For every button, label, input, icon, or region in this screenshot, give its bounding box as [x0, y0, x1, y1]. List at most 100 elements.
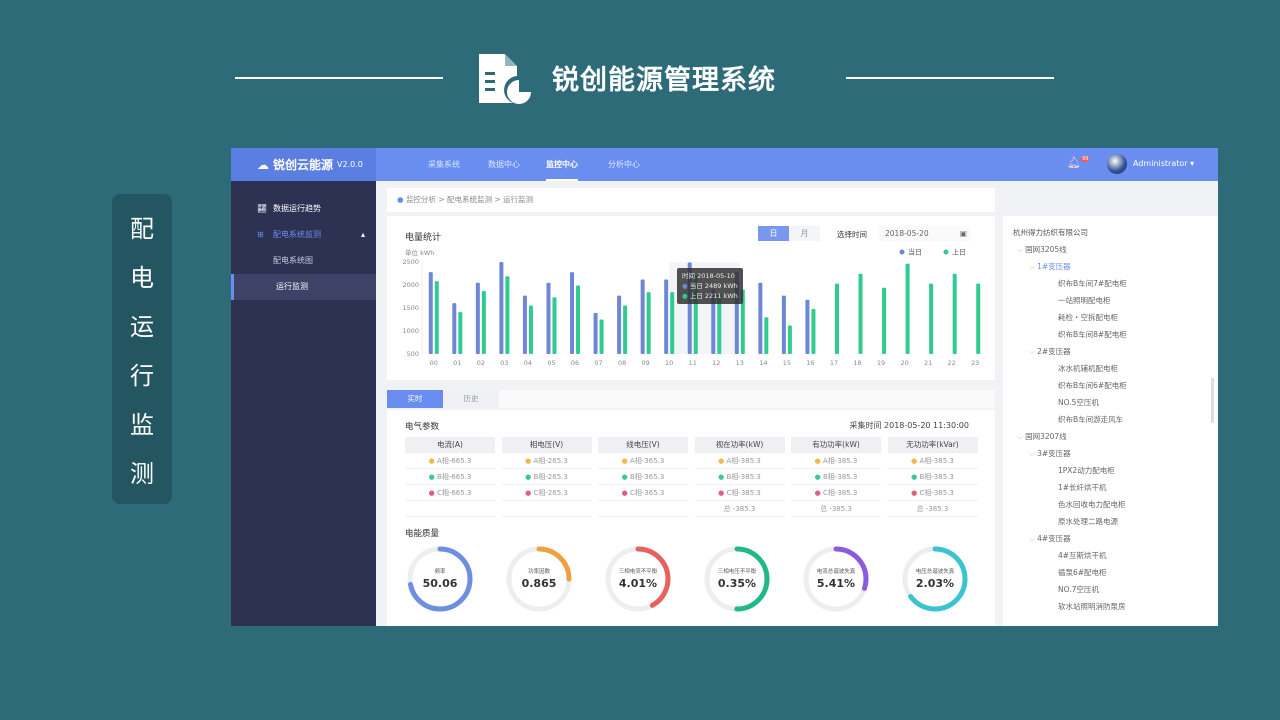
bar-today[interactable] — [570, 272, 575, 354]
tree-node[interactable]: 织布B车间游走风车 — [1058, 415, 1124, 424]
bar-yesterday[interactable] — [905, 263, 910, 354]
bar-today[interactable] — [522, 295, 527, 354]
bar-yesterday[interactable] — [834, 283, 839, 354]
bar-yesterday[interactable] — [740, 289, 745, 354]
energy-card: 电量统计 日 月 选择时间 2018-05-20 ▣ 单位 kWh 2500 2000… — [387, 216, 995, 380]
avatar[interactable] — [1107, 154, 1127, 174]
tree-node[interactable]: 一站照明配电柜 — [1058, 296, 1111, 305]
tab-day[interactable]: 日 — [758, 226, 789, 241]
tree-node[interactable]: 循泵6#配电柜 — [1058, 568, 1107, 577]
tree-node[interactable]: NO.7空压机 — [1058, 585, 1099, 594]
side-label-char: 配 — [130, 215, 154, 243]
bar-today[interactable] — [640, 279, 645, 354]
tree-node[interactable]: ⌵ 3#变压器 — [1029, 449, 1071, 458]
bar-yesterday[interactable] — [646, 292, 651, 354]
bar-yesterday[interactable] — [787, 325, 792, 354]
legend-label[interactable]: 上日 — [952, 248, 966, 257]
nav-monitor[interactable]: 监控中心 — [546, 148, 578, 181]
bar-today[interactable] — [711, 289, 716, 354]
nav-collect[interactable]: 采集系统 — [428, 160, 460, 169]
tree-node[interactable]: 1#长纤烘干机 — [1058, 483, 1107, 492]
bar-yesterday[interactable] — [458, 312, 463, 354]
param-cell: ● B相-385.3 — [694, 469, 785, 485]
tree-node[interactable]: 色水回收电力配电柜 — [1058, 500, 1126, 509]
param-cell: ● A相-385.3 — [887, 453, 978, 469]
logo[interactable]: ☁ 锐创云能源 V2.0.0 — [231, 148, 376, 181]
bar-yesterday[interactable] — [858, 273, 863, 354]
sidebar-item-running[interactable]: 运行监测 — [231, 274, 376, 300]
bar-today[interactable] — [617, 295, 622, 354]
tree-node[interactable]: 织布B车间6#配电柜 — [1058, 381, 1127, 390]
side-label-char: 行 — [130, 362, 154, 390]
bar-yesterday[interactable] — [717, 294, 722, 354]
sidebar-item-diagram[interactable]: 配电系统图 — [273, 256, 313, 265]
tree-scrollbar[interactable] — [1211, 378, 1214, 423]
x-tick-label: 15 — [783, 359, 791, 367]
sidebar-item-monitor[interactable]: ⊞ 配电系统监测 ▴ — [231, 222, 376, 248]
bar-yesterday[interactable] — [929, 283, 934, 354]
bar-yesterday[interactable] — [505, 276, 510, 354]
bar-today[interactable] — [499, 262, 504, 354]
tree-node[interactable]: NO.5空压机 — [1058, 398, 1099, 407]
x-tick-label: 18 — [853, 359, 861, 367]
bar-yesterday[interactable] — [764, 317, 769, 354]
tab-month[interactable]: 月 — [789, 226, 820, 241]
bar-yesterday[interactable] — [481, 290, 486, 354]
x-tick-label: 06 — [571, 359, 579, 367]
gauge-label: 三相电流不平衡 — [618, 569, 658, 575]
tree-root[interactable]: 杭州得力纺织有限公司 — [1013, 228, 1088, 237]
nav-analysis[interactable]: 分析中心 — [608, 160, 640, 169]
bar-today[interactable] — [805, 299, 810, 354]
param-table: 电流(A) ● A相-665.3 ● B相-665.3 ● C相-665.3 — [405, 437, 495, 517]
bar-yesterday[interactable] — [976, 283, 981, 354]
bar-today[interactable] — [593, 312, 598, 354]
bar-today[interactable] — [428, 272, 433, 354]
tree-node[interactable]: ⌵ 4#变压器 — [1029, 534, 1071, 543]
param-cell: ● B相-365.3 — [598, 469, 688, 485]
bar-today[interactable] — [475, 282, 480, 354]
sidebar-item-trend[interactable]: 📈︎ 数据运行趋势 — [231, 196, 376, 222]
bar-yesterday[interactable] — [811, 308, 816, 354]
bar-yesterday[interactable] — [434, 281, 439, 354]
bar-yesterday[interactable] — [552, 297, 557, 354]
tree-node[interactable]: 织布B车间7#配电柜 — [1058, 279, 1127, 288]
x-tick-label: 12 — [712, 359, 720, 367]
bell-icon[interactable]: 🔔︎99 — [1067, 156, 1090, 169]
bar-yesterday[interactable] — [599, 319, 604, 355]
x-tick-label: 13 — [736, 359, 744, 367]
bar-yesterday[interactable] — [528, 305, 533, 354]
legend-label[interactable]: 当日 — [908, 248, 922, 257]
tree-node[interactable]: ⌵ 国网3205线 — [1017, 245, 1067, 254]
bar-today[interactable] — [546, 282, 551, 354]
tree-node[interactable]: 冰水机辅机配电柜 — [1058, 364, 1118, 373]
bar-yesterday[interactable] — [623, 305, 628, 354]
tree-node[interactable]: 软水站照明消防泵房 — [1058, 602, 1126, 611]
bar-today[interactable] — [758, 282, 763, 354]
bar-yesterday[interactable] — [882, 287, 887, 354]
tab-history[interactable]: 历史 — [443, 390, 499, 408]
user-menu[interactable]: Administrator ▾ — [1133, 159, 1195, 168]
bar-yesterday[interactable] — [952, 273, 957, 354]
bar-yesterday[interactable] — [670, 292, 675, 354]
bar-yesterday[interactable] — [576, 285, 581, 354]
date-picker[interactable]: 2018-05-20 ▣ — [879, 226, 971, 241]
slide-title: 锐创能源管理系统 — [552, 65, 776, 96]
caret-up-icon: ▴ — [361, 230, 366, 239]
bar-today[interactable] — [452, 303, 457, 354]
tree-node[interactable]: ⌵ 国网3207线 — [1017, 432, 1067, 441]
tree-node[interactable]: 4#互斯烘干机 — [1058, 551, 1107, 560]
tree-node[interactable]: 1PX2动力配电柜 — [1058, 466, 1115, 475]
bar-today[interactable] — [781, 295, 786, 354]
x-tick-label: 22 — [948, 359, 956, 367]
tree-node[interactable]: ⌵ 2#变压器 — [1029, 347, 1071, 356]
param-header: 有功功率(kW) — [791, 437, 881, 453]
tree-node[interactable]: 耗检・空拆配电柜 — [1058, 313, 1118, 322]
quality-title: 电能质量 — [405, 529, 440, 539]
tab-realtime[interactable]: 实时 — [387, 390, 443, 408]
tree-node[interactable]: ⌵ 1#变压器 — [1029, 262, 1071, 271]
nav-data[interactable]: 数据中心 — [488, 160, 520, 169]
chevron-down-icon: ⌵ — [1017, 432, 1026, 441]
tree-node[interactable]: 织布B车间8#配电柜 — [1058, 330, 1127, 339]
bar-today[interactable] — [664, 279, 669, 354]
tree-node[interactable]: 原水处理二路电源 — [1058, 517, 1118, 526]
